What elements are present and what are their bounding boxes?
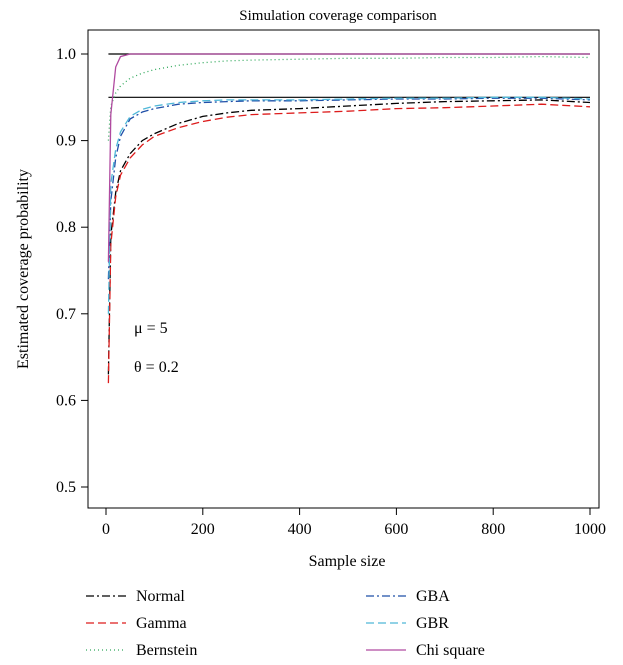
y-tick-label: 1.0 xyxy=(56,46,76,63)
x-axis-title: Sample size xyxy=(309,553,386,570)
series-line-gbr xyxy=(107,96,591,314)
legend-label-normal: Normal xyxy=(136,588,185,605)
series-line-bernstein xyxy=(107,55,591,141)
annotation-theta: θ = 0.2 xyxy=(134,359,179,376)
reference-lines xyxy=(108,53,590,98)
legend-label-gbr: GBR xyxy=(416,615,449,632)
y-tick-label: 0.5 xyxy=(56,479,76,496)
x-axis: 0 200 400 600 800 1000 xyxy=(102,508,606,538)
x-tick-label: 200 xyxy=(191,521,215,538)
annotation-mu: μ = 5 xyxy=(134,320,168,337)
x-tick-label: 800 xyxy=(481,521,505,538)
y-axis: 0.5 0.6 0.7 0.8 0.9 1.0 xyxy=(56,46,88,496)
legend-label-bernstein: Bernstein xyxy=(136,642,197,659)
plot-frame xyxy=(87,29,600,509)
chart-title: Simulation coverage comparison xyxy=(239,8,437,24)
y-tick-label: 0.9 xyxy=(56,133,76,150)
y-tick-label: 0.8 xyxy=(56,219,76,236)
series-line-chi-square xyxy=(107,53,590,262)
series-line-normal xyxy=(107,99,591,375)
series-line-gamma xyxy=(107,103,591,384)
series-lines xyxy=(107,53,591,384)
legend: Normal Gamma Bernstein GBA GBR Chi square xyxy=(86,588,485,659)
y-tick-label: 0.7 xyxy=(56,306,76,323)
x-tick-label: 400 xyxy=(288,521,312,538)
x-tick-label: 0 xyxy=(102,521,110,538)
x-tick-label: 1000 xyxy=(574,521,606,538)
legend-label-gba: GBA xyxy=(416,588,450,605)
legend-label-gamma: Gamma xyxy=(136,615,187,632)
y-tick-label: 0.6 xyxy=(56,392,76,409)
y-axis-title: Estimated coverage probability xyxy=(15,169,32,369)
x-tick-label: 600 xyxy=(384,521,408,538)
series-line-gba xyxy=(107,97,591,280)
legend-label-chi-square: Chi square xyxy=(416,642,485,659)
